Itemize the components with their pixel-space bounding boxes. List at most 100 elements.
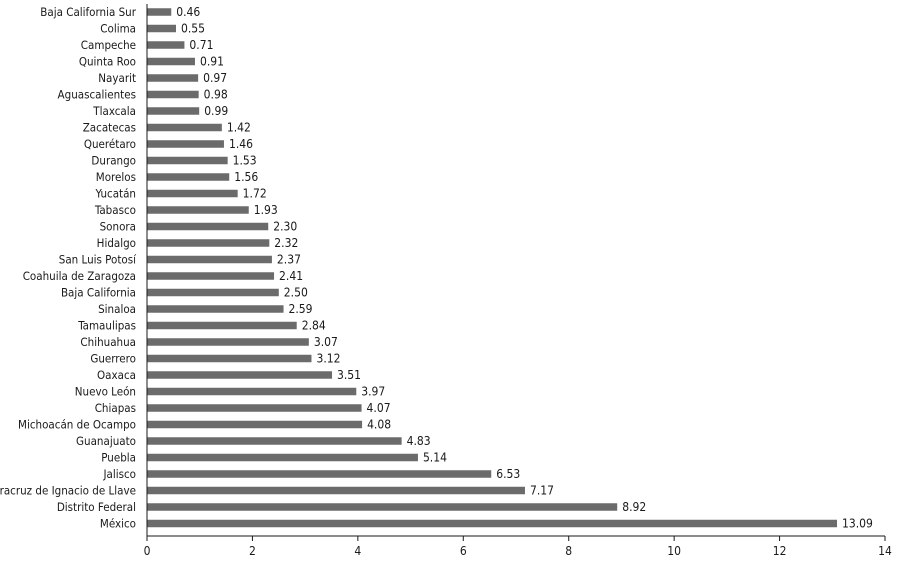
- value-label: 3.07: [314, 335, 338, 349]
- bar: [147, 239, 270, 247]
- category-label: Michoacán de Ocampo: [18, 418, 136, 432]
- bar: [147, 24, 176, 33]
- value-label: 0.46: [176, 5, 200, 19]
- x-ticks-group: 0 2 4 6 8 10 12 14: [144, 536, 892, 558]
- value-label: 1.56: [234, 170, 258, 184]
- x-tick-label: 10: [667, 544, 681, 558]
- bar: [147, 387, 357, 396]
- bar: [147, 255, 272, 264]
- value-label: 0.71: [189, 38, 213, 52]
- value-label: 0.91: [200, 55, 224, 69]
- value-labels-group: 0.46 0.55 0.71 0.91 0.97 0.98 0.99 1.42 1.46 1.53…: [176, 5, 873, 531]
- x-tick-label: 4: [354, 544, 361, 558]
- bar: [147, 338, 309, 346]
- category-label: Guanajuato: [76, 434, 136, 448]
- value-label: 2.84: [302, 319, 326, 333]
- bar: [147, 8, 172, 16]
- category-label: Morelos: [96, 170, 136, 184]
- value-label: 1.72: [243, 187, 267, 201]
- bar: [147, 222, 269, 231]
- bars-group: [147, 8, 838, 528]
- bar: [147, 107, 200, 115]
- category-label: Coahuila de Zaragoza: [23, 269, 136, 283]
- bar: [147, 354, 312, 363]
- category-label: Nayarit: [98, 71, 136, 85]
- category-label: Tabasco: [94, 203, 136, 217]
- category-label: Chihuahua: [80, 335, 136, 349]
- value-label: 4.07: [367, 401, 391, 415]
- value-label: 2.41: [279, 269, 303, 283]
- category-label: Nuevo León: [75, 385, 136, 399]
- value-label: 2.59: [289, 302, 313, 316]
- bar: [147, 503, 618, 511]
- category-label: Aguascalientes: [58, 88, 136, 102]
- value-label: 0.97: [203, 71, 227, 85]
- value-label: 3.97: [361, 385, 385, 399]
- value-label: 0.98: [204, 88, 228, 102]
- value-label: 13.09: [842, 517, 873, 531]
- bar: [147, 156, 228, 165]
- category-label: Hidalgo: [97, 236, 136, 250]
- bar: [147, 57, 195, 66]
- category-label: Zacatecas: [83, 121, 136, 135]
- value-label: 3.51: [337, 368, 361, 382]
- category-label: Yucatán: [94, 187, 136, 201]
- value-label: 2.50: [284, 286, 308, 300]
- value-label: 0.55: [181, 22, 205, 36]
- category-label: Tamaulipas: [77, 319, 136, 333]
- bar: [147, 173, 230, 181]
- x-tick-label: 12: [773, 544, 787, 558]
- bar: [147, 486, 525, 495]
- category-label: Jalisco: [102, 467, 136, 481]
- category-label: México: [100, 517, 136, 531]
- bar: [147, 305, 284, 313]
- bar: [147, 437, 402, 445]
- category-label: Oaxaca: [97, 368, 136, 382]
- category-label: Campeche: [81, 38, 136, 52]
- bar: [147, 404, 362, 412]
- x-tick-label: 2: [249, 544, 256, 558]
- category-label: Tlaxcala: [92, 104, 136, 118]
- bar: [147, 371, 333, 379]
- bar: [147, 140, 224, 148]
- category-label: Colima: [100, 22, 136, 36]
- bar: [147, 206, 249, 214]
- bar: [147, 123, 222, 132]
- category-label: San Luis Potosí: [59, 253, 137, 267]
- value-label: 4.83: [407, 434, 431, 448]
- value-label: 7.17: [530, 484, 554, 498]
- bar: [147, 41, 185, 49]
- bar: [147, 470, 492, 478]
- value-label: 3.12: [316, 352, 340, 366]
- bar: [147, 189, 238, 198]
- category-label: Guerrero: [90, 352, 136, 366]
- value-label: 1.42: [227, 121, 251, 135]
- value-label: 4.08: [367, 418, 391, 432]
- x-tick-label: 6: [460, 544, 467, 558]
- value-label: 6.53: [496, 467, 520, 481]
- category-label: Chiapas: [95, 401, 136, 415]
- x-tick-label: 14: [878, 544, 892, 558]
- category-label: Baja California Sur: [40, 5, 136, 19]
- bar: [147, 90, 199, 99]
- category-label: Sinaloa: [98, 302, 136, 316]
- value-label: 2.30: [273, 220, 297, 234]
- category-label: Veracruz de Ignacio de Llave: [0, 484, 136, 498]
- value-label: 8.92: [622, 500, 646, 514]
- category-label: Baja California: [61, 286, 136, 300]
- value-label: 0.99: [204, 104, 228, 118]
- bar: [147, 420, 363, 429]
- value-label: 1.46: [229, 137, 253, 151]
- value-label: 1.53: [233, 154, 257, 168]
- bar: [147, 74, 199, 82]
- bar: [147, 321, 297, 330]
- value-label: 1.93: [254, 203, 278, 217]
- bar: [147, 519, 838, 528]
- category-label: Puebla: [101, 451, 136, 465]
- value-label: 2.32: [274, 236, 298, 250]
- bar: [147, 272, 275, 280]
- bar: [147, 288, 279, 297]
- value-label: 2.37: [277, 253, 301, 267]
- category-label: Sonora: [100, 220, 136, 234]
